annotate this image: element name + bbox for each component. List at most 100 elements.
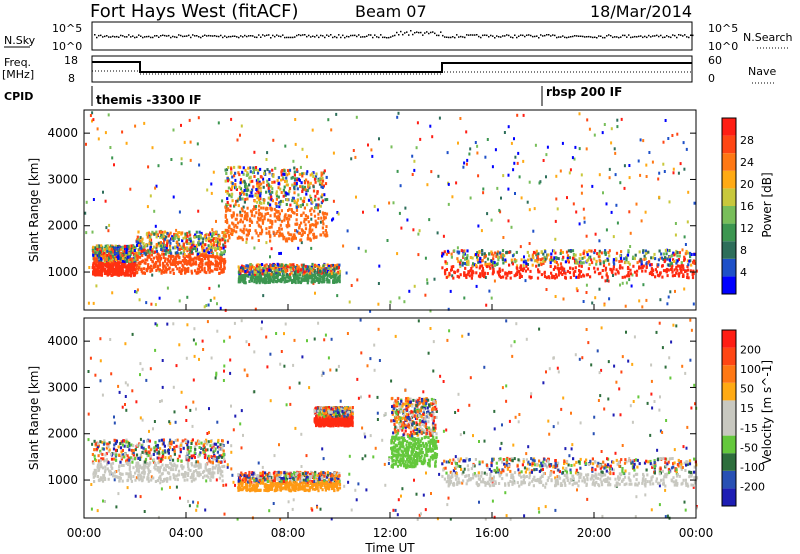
band-cell: [206, 261, 209, 265]
band-cell: [695, 269, 698, 273]
echo-cell: [211, 228, 214, 232]
nsky-point: [342, 34, 344, 37]
band-cell: [246, 264, 250, 268]
band-cell: [169, 270, 172, 274]
band-cell: [218, 234, 221, 238]
band-cell: [291, 235, 294, 239]
band-cell: [106, 271, 109, 275]
band-cell: [280, 280, 283, 284]
echo-cell: [585, 234, 588, 238]
band-cell: [632, 264, 635, 268]
echo-cell: [437, 174, 440, 178]
band-cell: [208, 251, 211, 255]
band-cell: [238, 277, 241, 281]
band-cell: [554, 251, 557, 255]
band-cell: [222, 243, 225, 247]
echo-cell: [447, 202, 450, 206]
band-cell: [333, 278, 336, 282]
band-cell: [258, 224, 261, 228]
band-cell: [518, 270, 521, 273]
band-cell: [556, 263, 560, 267]
band-cell: [335, 264, 338, 268]
band-cell: [671, 270, 674, 274]
band-cell: [97, 245, 100, 249]
band-cell: [275, 280, 278, 284]
band-cell: [283, 172, 286, 176]
band-cell: [96, 266, 99, 270]
band-cell: [507, 270, 511, 274]
band-cell: [557, 257, 560, 261]
band-cell: [128, 444, 131, 448]
nsky-point: [372, 36, 374, 39]
band-cell: [214, 230, 217, 234]
band-cell: [305, 278, 308, 282]
band-cell: [213, 267, 217, 271]
echo-cell: [538, 510, 541, 514]
band-cell: [145, 252, 148, 256]
band-cell: [537, 257, 540, 261]
band-cell: [492, 257, 495, 261]
echo-cell: [629, 245, 632, 248]
echo-cell: [285, 403, 288, 407]
nsky-point: [258, 34, 260, 36]
band-cell: [247, 166, 250, 170]
band-cell: [193, 445, 196, 449]
band-cell: [164, 252, 167, 256]
band-cell: [657, 263, 660, 267]
echo-cell: [91, 442, 94, 446]
band-cell: [563, 267, 566, 271]
band-cell: [279, 202, 282, 206]
echo-cell: [472, 434, 474, 438]
band-cell: [184, 267, 187, 271]
echo-cell: [591, 301, 594, 305]
echo-cell: [180, 123, 182, 127]
band-cell: [561, 250, 564, 254]
band-cell: [308, 237, 312, 241]
echo-cell: [347, 480, 350, 484]
band-cell: [226, 239, 230, 243]
band-cell: [209, 232, 212, 236]
echo-cell: [520, 196, 523, 200]
band-cell: [334, 280, 337, 284]
nsky-point: [108, 36, 110, 38]
band-cell: [665, 252, 668, 256]
band-cell: [285, 183, 288, 187]
band-cell: [232, 214, 235, 218]
band-cell: [173, 263, 177, 266]
band-cell: [211, 232, 214, 236]
echo-cell: [447, 182, 450, 186]
band-cell: [214, 259, 217, 263]
echo-cell: [692, 485, 695, 489]
echo-cell: [642, 139, 645, 143]
echo-cell: [484, 261, 487, 265]
band-cell: [286, 216, 289, 220]
echo-cell: [301, 147, 304, 151]
band-cell: [290, 233, 293, 237]
echo-cell: [294, 142, 297, 146]
echo-cell: [204, 508, 207, 512]
nsky-point: [668, 36, 670, 38]
nsky-point: [524, 35, 526, 38]
band-cell: [164, 243, 167, 247]
echo-cell: [684, 508, 687, 512]
band-cell: [271, 180, 274, 184]
band-cell: [283, 185, 286, 189]
band-cell: [221, 231, 224, 234]
echo-cell: [310, 217, 313, 221]
echo-cell: [599, 394, 602, 398]
echo-cell: [306, 339, 308, 343]
band-cell: [138, 255, 142, 259]
band-cell: [653, 252, 656, 256]
echo-cell: [384, 483, 387, 487]
band-cell: [583, 255, 586, 259]
band-cell: [279, 199, 282, 203]
nsky-point: [244, 34, 246, 37]
band-cell: [642, 249, 645, 253]
echo-cell: [538, 181, 541, 185]
band-cell: [587, 267, 590, 271]
echo-cell: [528, 242, 531, 245]
band-cell: [116, 268, 120, 272]
echo-cell: [236, 138, 239, 142]
nsky-point: [156, 35, 158, 37]
band-cell: [151, 260, 154, 264]
